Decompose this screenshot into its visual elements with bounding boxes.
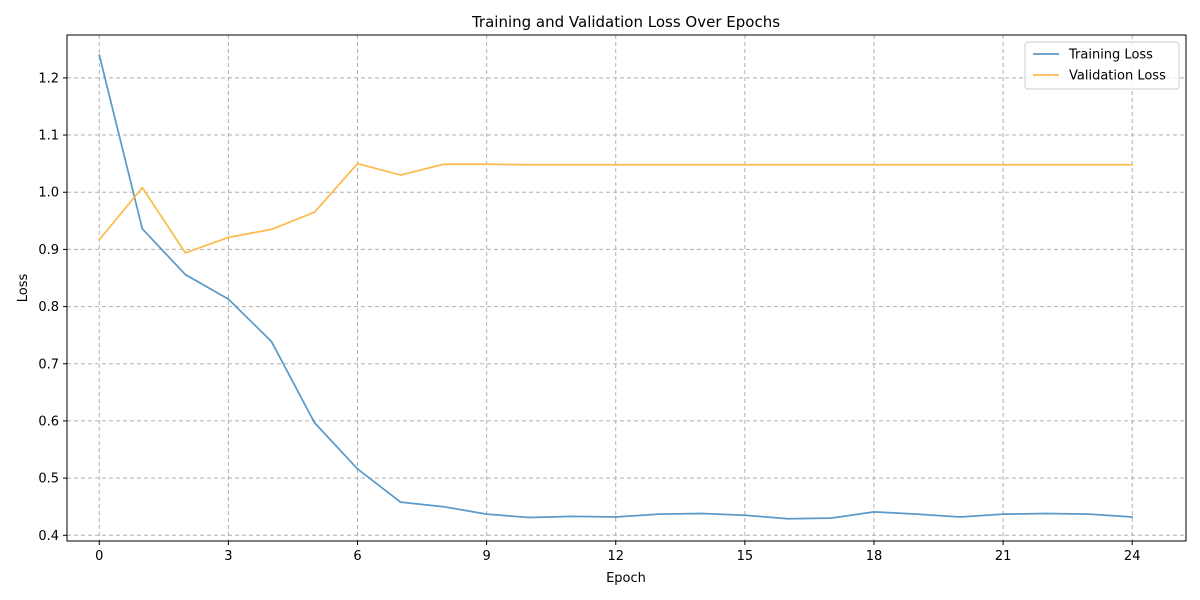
x-tick-label: 18 bbox=[866, 549, 883, 564]
training-loss-point bbox=[485, 513, 488, 516]
training-loss-point bbox=[959, 516, 961, 518]
validation-loss-point bbox=[442, 163, 445, 166]
training-loss-point bbox=[270, 340, 273, 343]
training-loss-point bbox=[399, 501, 402, 504]
training-loss-point bbox=[184, 273, 187, 276]
training-loss-point bbox=[313, 421, 316, 424]
training-loss-point bbox=[916, 513, 918, 516]
series-layer bbox=[98, 54, 1134, 520]
training-loss-point bbox=[873, 510, 875, 513]
training-loss-point bbox=[830, 517, 832, 520]
y-tick-label: 0.7 bbox=[38, 357, 59, 372]
y-tick-label: 1.2 bbox=[38, 71, 59, 86]
training-loss-point bbox=[571, 515, 574, 518]
y-axis-ticks: 0.4 0.5 0.6 0.7 0.8 0.9 1.0 1.1 1.2 bbox=[38, 71, 67, 544]
training-loss-point bbox=[1002, 513, 1004, 516]
training-loss-point bbox=[614, 516, 617, 518]
y-tick-label: 0.6 bbox=[38, 414, 59, 429]
training-loss-point bbox=[743, 514, 746, 517]
training-loss-point bbox=[141, 227, 144, 230]
training-loss-point bbox=[227, 298, 230, 301]
validation-loss-point bbox=[916, 163, 918, 166]
validation-loss-series bbox=[98, 162, 1134, 254]
training-loss-point bbox=[657, 513, 660, 516]
validation-loss-point bbox=[786, 163, 789, 166]
x-tick-label: 21 bbox=[995, 549, 1012, 564]
validation-loss-point bbox=[399, 174, 402, 176]
legend-label-validation-loss: Validation Loss bbox=[1069, 69, 1166, 84]
validation-loss-point bbox=[700, 163, 703, 166]
x-tick-label: 0 bbox=[95, 549, 103, 564]
training-loss-series bbox=[98, 54, 1134, 520]
grid bbox=[67, 35, 1186, 541]
validation-loss-point bbox=[1002, 163, 1004, 166]
validation-loss-point bbox=[141, 186, 144, 189]
validation-loss-point bbox=[528, 163, 531, 166]
x-tick-label: 6 bbox=[353, 549, 361, 564]
training-loss-point bbox=[700, 512, 703, 515]
validation-loss-point bbox=[485, 163, 488, 166]
validation-loss-point bbox=[959, 163, 961, 166]
training-loss-point bbox=[356, 468, 359, 470]
validation-loss-point bbox=[614, 163, 617, 166]
y-axis-label: Loss bbox=[16, 274, 31, 303]
x-tick-label: 24 bbox=[1124, 549, 1141, 564]
training-loss-point bbox=[1045, 512, 1048, 515]
validation-loss-point bbox=[571, 163, 574, 166]
training-loss-point bbox=[1088, 513, 1091, 516]
validation-loss-point bbox=[313, 211, 316, 214]
chart-title: Training and Validation Loss Over Epochs bbox=[471, 13, 780, 31]
y-tick-label: 0.5 bbox=[38, 472, 59, 487]
training-loss-point bbox=[786, 517, 789, 520]
validation-loss-point bbox=[270, 228, 273, 231]
x-axis-label: Epoch bbox=[606, 571, 646, 586]
legend-label-training-loss: Training Loss bbox=[1068, 48, 1153, 63]
x-tick-label: 12 bbox=[607, 549, 624, 564]
training-loss-point bbox=[98, 54, 101, 56]
y-tick-label: 0.8 bbox=[38, 300, 59, 315]
legend-box bbox=[1024, 41, 1180, 90]
validation-loss-point bbox=[184, 251, 187, 254]
training-loss-point bbox=[442, 505, 445, 508]
validation-loss-point bbox=[356, 162, 359, 165]
plot-frame bbox=[66, 34, 1187, 542]
validation-loss-point bbox=[1088, 163, 1091, 166]
validation-loss-point bbox=[227, 236, 230, 239]
y-tick-label: 1.0 bbox=[38, 186, 59, 201]
training-loss-point bbox=[528, 516, 531, 519]
x-tick-label: 9 bbox=[482, 549, 490, 564]
validation-loss-point bbox=[98, 238, 101, 241]
validation-loss-point bbox=[1131, 163, 1134, 166]
y-tick-label: 1.1 bbox=[38, 129, 59, 144]
y-tick-label: 0.4 bbox=[38, 529, 59, 544]
x-axis-ticks: 0 3 6 9 12 15 18 21 24 bbox=[95, 541, 1140, 564]
training-loss-point bbox=[1131, 516, 1134, 518]
x-tick-label: 15 bbox=[737, 549, 754, 564]
y-tick-label: 0.9 bbox=[38, 243, 59, 258]
validation-loss-point bbox=[1045, 163, 1048, 166]
x-tick-label: 3 bbox=[224, 549, 232, 564]
legend: Training Loss Validation Loss bbox=[1024, 41, 1180, 90]
validation-loss-point bbox=[830, 163, 832, 166]
validation-loss-point bbox=[657, 163, 660, 166]
validation-loss-point bbox=[743, 163, 746, 166]
validation-loss-point bbox=[873, 163, 875, 166]
